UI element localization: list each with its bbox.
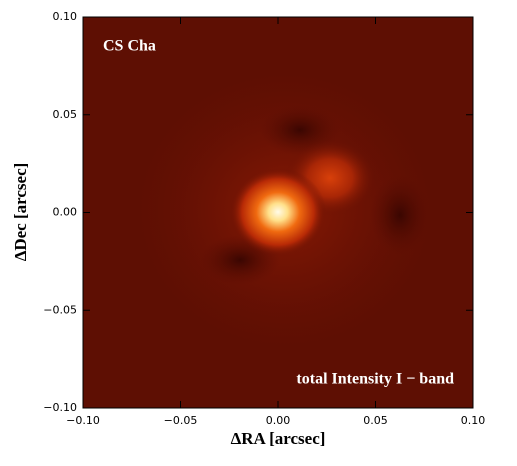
x-tick-label: −0.05 <box>164 414 198 427</box>
x-tick-label: −0.10 <box>66 414 100 427</box>
x-tick-label: 0.10 <box>461 414 486 427</box>
y-tick-label: 0.05 <box>53 108 78 121</box>
annotation: CS Cha <box>103 38 156 55</box>
x-axis-label: ΔRA [arcsec] <box>231 429 326 448</box>
y-tick-label: 0.10 <box>53 10 78 23</box>
y-axis-label: ΔDec [arcsec] <box>11 163 30 262</box>
annotation: total Intensity I − band <box>296 371 454 388</box>
y-tick-label: 0.00 <box>53 206 78 219</box>
y-tick-label: −0.10 <box>43 401 77 414</box>
image <box>83 17 473 408</box>
x-tick-label: 0.00 <box>266 414 291 427</box>
y-tick-label: −0.05 <box>43 303 77 316</box>
x-tick-label: 0.05 <box>363 414 388 427</box>
